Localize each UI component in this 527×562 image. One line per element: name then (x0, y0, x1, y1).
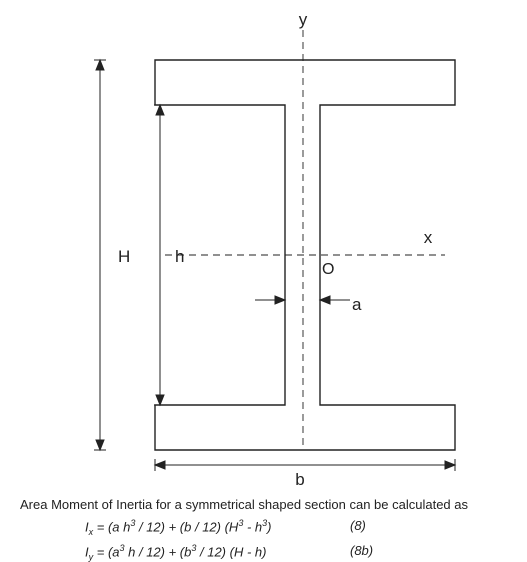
dimension-b-label: b (295, 470, 304, 489)
dimension-b (155, 459, 455, 471)
x-axis-label: x (424, 228, 433, 247)
i-beam-diagram: y x O H h b a (0, 0, 527, 495)
dimension-h (154, 105, 166, 405)
origin-label: O (322, 261, 334, 278)
dimension-h-label: h (175, 247, 184, 266)
y-axis-label: y (299, 10, 308, 29)
formula-ix: Ix = (a h3 / 12) + (b / 12) (H3 - h3) (85, 518, 271, 537)
dimension-a-label: a (352, 295, 362, 314)
caption-text: Area Moment of Inertia for a symmetrical… (20, 495, 468, 515)
dimension-H-label: H (118, 247, 130, 266)
formula-iy: Iy = (a3 h / 12) + (b3 / 12) (H - h) (85, 543, 266, 562)
dimension-a (255, 296, 350, 304)
formula-iy-eqnum: (8b) (350, 543, 373, 558)
formula-ix-eqnum: (8) (350, 518, 366, 533)
dimension-H (94, 60, 106, 450)
